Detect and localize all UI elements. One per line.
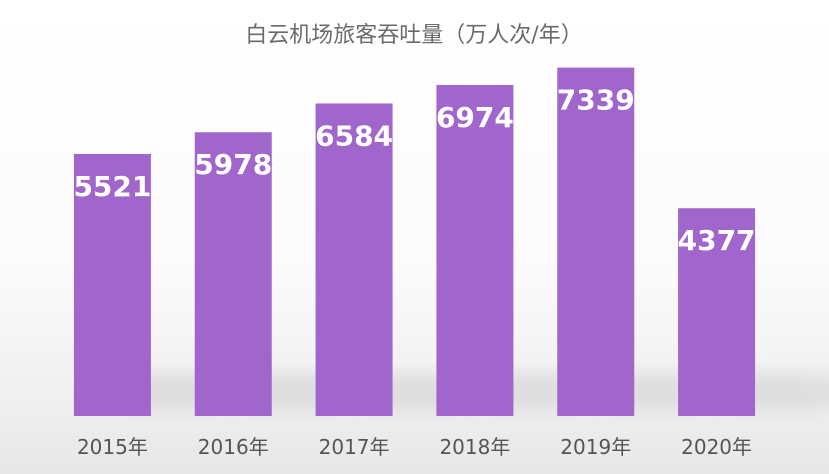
x-axis-tick-labels: 2015年 2016年 2017年 2018年 2019年 2020年 (77, 435, 752, 459)
bar-5 (678, 208, 756, 416)
value-label-0: 5521 (73, 170, 151, 203)
value-label-3: 6974 (436, 101, 514, 134)
bar-2 (315, 103, 393, 417)
x-tick-label-2: 2017年 (319, 435, 390, 459)
x-tick-label-4: 2019年 (560, 435, 631, 459)
value-label-1: 5978 (194, 148, 272, 181)
x-tick-label-1: 2016年 (198, 435, 269, 459)
x-tick-label-5: 2020年 (681, 435, 752, 459)
bar-3 (436, 84, 514, 416)
value-label-4: 7339 (557, 84, 635, 117)
bar-0 (73, 153, 151, 417)
x-tick-label-3: 2018年 (439, 435, 510, 459)
bars (73, 67, 756, 417)
bar-1 (194, 132, 272, 416)
value-labels: 5521 5978 6584 6974 7339 4377 (73, 84, 755, 258)
x-tick-label-0: 2015年 (77, 435, 148, 459)
value-label-2: 6584 (315, 119, 393, 152)
chart-title: 白云机场旅客吞吐量（万人次/年） (245, 23, 582, 48)
bar-4 (557, 67, 635, 416)
value-label-5: 4377 (678, 224, 756, 257)
